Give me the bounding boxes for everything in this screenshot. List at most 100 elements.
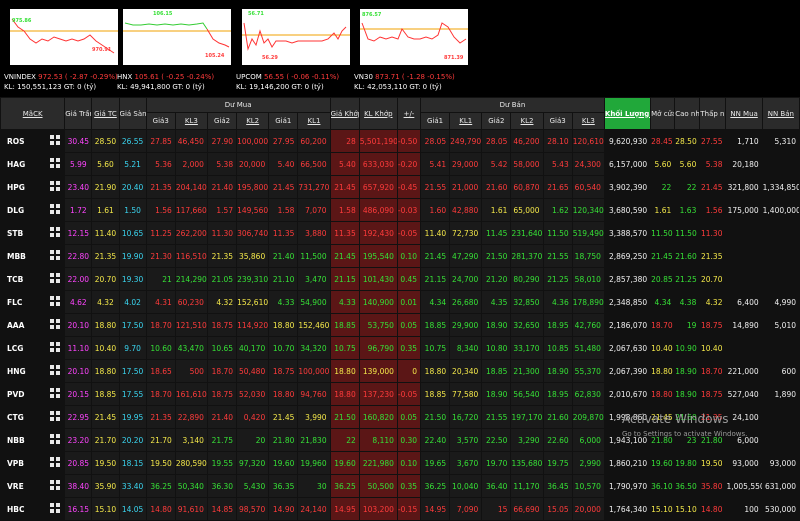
- stock-symbol[interactable]: PVD: [0, 382, 46, 406]
- table-row[interactable]: DLG 1.72 1.61 1.50 1.56 117,660 1.57 149,560 1.5…: [0, 198, 800, 222]
- col-buy-kl1[interactable]: KL1: [297, 112, 331, 130]
- stock-symbol[interactable]: TCB: [0, 267, 46, 291]
- table-row[interactable]: CTG 22.95 21.45 19.95 21.35 22,890 21.40 0,420 2…: [0, 405, 800, 429]
- stock-symbol[interactable]: AAA: [0, 313, 46, 337]
- chart-cell[interactable]: [44, 129, 66, 153]
- grid-icon[interactable]: [49, 273, 60, 283]
- table-row[interactable]: HBC 16.15 15.10 14.05 14.80 91,610 14.85 98,570…: [0, 497, 800, 521]
- table-row[interactable]: MBB 22.80 21.35 19.90 21.30 116,510 21.35 35,86…: [0, 244, 800, 268]
- chart-cell[interactable]: [44, 244, 66, 268]
- col-buy-kl2[interactable]: KL2: [236, 112, 270, 130]
- chart-cell[interactable]: [44, 267, 66, 291]
- chart-cell[interactable]: [44, 451, 66, 475]
- grid-icon[interactable]: [49, 227, 60, 237]
- table-row[interactable]: TCB 22.00 20.70 19.30 21 214,290 21.05 239,310 2…: [0, 267, 800, 291]
- buy-price2: 19.55: [206, 451, 238, 475]
- chart-cell[interactable]: [44, 405, 66, 429]
- grid-icon[interactable]: [49, 204, 60, 214]
- buy-price1: 36.35: [268, 474, 299, 498]
- chart-cell[interactable]: [44, 290, 66, 314]
- col-mack[interactable]: MãCK: [0, 97, 66, 130]
- chart-cell[interactable]: [44, 428, 66, 452]
- stock-symbol[interactable]: DLG: [0, 198, 46, 222]
- col-khoi-luong[interactable]: Khối Lượng ⇅: [603, 97, 652, 130]
- chart-cell[interactable]: [44, 336, 66, 360]
- col-buy-kl3[interactable]: KL3: [174, 112, 208, 130]
- ref-price: 21.70: [91, 428, 120, 452]
- table-row[interactable]: NBB 23.20 21.70 20.20 21.70 3,140 21.75 20 21.80…: [0, 428, 800, 452]
- grid-icon[interactable]: [49, 181, 60, 191]
- stock-symbol[interactable]: LCG: [0, 336, 46, 360]
- stock-symbol[interactable]: VPB: [0, 451, 46, 475]
- chart-cell[interactable]: [44, 221, 66, 245]
- grid-icon[interactable]: [49, 434, 60, 444]
- stock-symbol[interactable]: CTG: [0, 405, 46, 429]
- table-row[interactable]: HAG 5.99 5.60 5.21 5.36 2,000 5.38 20,000 5.40 66…: [0, 152, 800, 176]
- table-row[interactable]: VPB 20.85 19.50 18.15 19.50 280,590 19.55 97,32…: [0, 451, 800, 475]
- buy-vol3: 116,510: [174, 244, 208, 268]
- col-tc[interactable]: Giá TC: [91, 97, 120, 130]
- grid-icon[interactable]: [49, 457, 60, 467]
- price-change: 0.01: [396, 290, 422, 314]
- ceiling-price: 12.15: [64, 221, 93, 245]
- col-sell-kl2[interactable]: KL2: [510, 112, 544, 130]
- col-sell-kl3[interactable]: KL3: [571, 112, 605, 130]
- stock-symbol[interactable]: ROS: [0, 129, 46, 153]
- grid-icon[interactable]: [49, 319, 60, 329]
- table-row[interactable]: STB 12.15 11.40 10.65 11.25 262,200 11.30 306,7…: [0, 221, 800, 245]
- buy-price1: 21.45: [268, 175, 299, 199]
- col-sell-kl1[interactable]: KL1: [449, 112, 483, 130]
- high-price: 4.38: [674, 290, 701, 314]
- stock-symbol[interactable]: NBB: [0, 428, 46, 452]
- chart-cell[interactable]: [44, 474, 66, 498]
- stock-symbol[interactable]: VRE: [0, 474, 46, 498]
- chart-cell[interactable]: [44, 198, 66, 222]
- grid-icon[interactable]: [49, 365, 60, 375]
- low-price: 21.80: [699, 428, 727, 452]
- foreign-buy: 221,000: [725, 359, 763, 383]
- grid-icon[interactable]: [49, 480, 60, 490]
- chart-cell[interactable]: [44, 497, 66, 521]
- col-nn-ban[interactable]: NN Bán: [761, 97, 800, 130]
- ref-price: 35.90: [91, 474, 120, 498]
- chart-cell[interactable]: [44, 313, 66, 337]
- stock-symbol[interactable]: HNG: [0, 359, 46, 383]
- match-price: 19.60: [329, 451, 360, 475]
- table-row[interactable]: AAA 20.10 18.80 17.50 18.70 121,510 18.75 114,9…: [0, 313, 800, 337]
- price-change: -0.20: [396, 152, 422, 176]
- stock-symbol[interactable]: MBB: [0, 244, 46, 268]
- grid-icon[interactable]: [49, 158, 60, 168]
- chart-cell[interactable]: [44, 152, 66, 176]
- table-row[interactable]: ROS 30.45 28.50 26.55 27.85 46,450 27.90 100,00…: [0, 129, 800, 153]
- grid-icon[interactable]: [49, 250, 60, 260]
- table-row[interactable]: HPG 23.40 21.90 20.40 21.35 204,140 21.40 195,8…: [0, 175, 800, 199]
- chart-cell[interactable]: [44, 175, 66, 199]
- grid-icon[interactable]: [49, 135, 60, 145]
- low-label: 871.39: [444, 55, 464, 61]
- table-row[interactable]: LCG 11.10 10.40 9.70 10.60 43,470 10.65 40,170 1…: [0, 336, 800, 360]
- chart-cell[interactable]: [44, 382, 66, 406]
- stock-symbol[interactable]: HAG: [0, 152, 46, 176]
- stock-symbol[interactable]: STB: [0, 221, 46, 245]
- table-row[interactable]: PVD 20.15 18.85 17.55 18.70 161,610 18.75 52,03…: [0, 382, 800, 406]
- col-gia-khop[interactable]: Giá Khớp: [329, 97, 360, 130]
- buy-vol2: 149,560: [236, 198, 270, 222]
- table-row[interactable]: VRE 38.40 35.90 33.40 36.25 50,340 36.30 5,430 3…: [0, 474, 800, 498]
- grid-icon[interactable]: [49, 503, 60, 513]
- table-row[interactable]: FLC 4.62 4.32 4.02 4.31 60,230 4.32 152,610 4.33…: [0, 290, 800, 314]
- ref-price: 18.85: [91, 382, 120, 406]
- stock-symbol[interactable]: HPG: [0, 175, 46, 199]
- grid-icon[interactable]: [49, 342, 60, 352]
- col-change[interactable]: +/-: [396, 97, 422, 130]
- stock-symbol[interactable]: FLC: [0, 290, 46, 314]
- stock-symbol[interactable]: HBC: [0, 497, 46, 521]
- open-price: 18.80: [650, 382, 676, 406]
- col-kl-khop[interactable]: KL Khớp: [358, 97, 398, 130]
- chart-cell[interactable]: [44, 359, 66, 383]
- sparkline: 56.71 56.29: [242, 9, 350, 65]
- grid-icon[interactable]: [49, 411, 60, 421]
- grid-icon[interactable]: [49, 296, 60, 306]
- grid-icon[interactable]: [49, 388, 60, 398]
- col-nn-mua[interactable]: NN Mua: [725, 97, 763, 130]
- table-row[interactable]: HNG 20.10 18.80 17.50 18.65 500 18.70 50,480 18.…: [0, 359, 800, 383]
